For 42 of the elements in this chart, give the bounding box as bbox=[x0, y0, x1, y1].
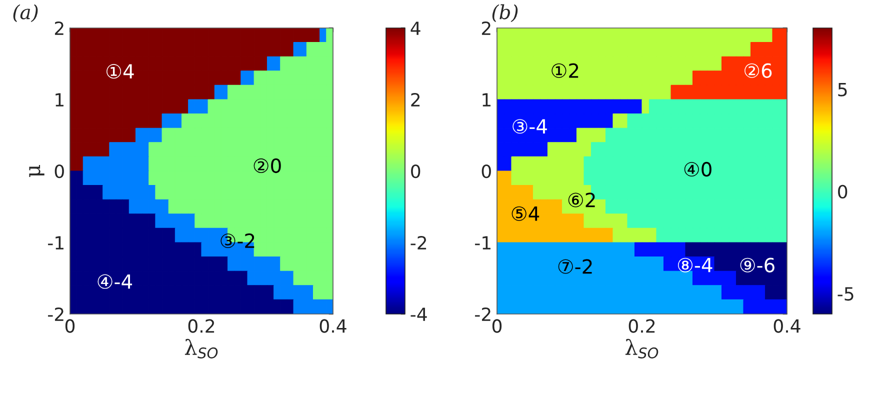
y-tick-label: 1 bbox=[56, 93, 64, 106]
annotation: ⑨-6 bbox=[740, 258, 774, 272]
x-axis-title: λ$_{SO}$ bbox=[184, 338, 218, 358]
chart-title: (b) bbox=[492, 4, 518, 22]
y-tick-label: -2 bbox=[48, 307, 64, 321]
x-tick-label: 0 bbox=[65, 319, 75, 333]
annotation: ②0 bbox=[254, 158, 281, 174]
x-tick-label: 0.4 bbox=[320, 319, 346, 333]
x-tick-label: 0.2 bbox=[628, 319, 655, 333]
y-tick-label: 0 bbox=[54, 164, 64, 178]
color-bar-label: -4 bbox=[410, 308, 427, 321]
annotation: ①2 bbox=[552, 63, 578, 78]
color-bar-label: 0 bbox=[838, 184, 848, 199]
annotation: ⑦-2 bbox=[558, 259, 592, 274]
x-tick-label: 0.2 bbox=[188, 319, 214, 333]
annotation: ③-2 bbox=[220, 233, 254, 248]
annotation: ⑤4 bbox=[512, 206, 540, 221]
color-bar-label: -2 bbox=[410, 236, 426, 250]
y-tick-label: -2 bbox=[475, 307, 490, 321]
annotation: ③-4 bbox=[512, 119, 547, 134]
color-bar-label: 2 bbox=[411, 92, 420, 106]
y-tick-label: -1 bbox=[475, 236, 490, 250]
y-tick-label: -1 bbox=[48, 236, 64, 250]
annotation: ④-4 bbox=[98, 274, 132, 289]
x-axis-title: λ$_{SO}$ bbox=[625, 338, 658, 358]
y-tick-label: 2 bbox=[54, 21, 64, 35]
x-tick-label: 0.4 bbox=[774, 319, 800, 333]
y-tick-label: 2 bbox=[482, 21, 490, 35]
chart-title: (a) bbox=[13, 4, 38, 22]
annotation: ②6 bbox=[744, 63, 772, 78]
y-tick-label: 0 bbox=[482, 164, 491, 178]
color-bar-label: -5 bbox=[838, 287, 854, 301]
annotation: ⑥2 bbox=[568, 192, 595, 208]
annotation: ⑧-4 bbox=[678, 258, 712, 272]
y-tick-label: 1 bbox=[482, 93, 490, 106]
x-tick-label: 0 bbox=[492, 319, 502, 333]
annotation: ①4 bbox=[106, 64, 134, 79]
color-bar-label: 5 bbox=[838, 82, 847, 96]
y-axis-title: μ bbox=[29, 164, 44, 178]
annotation: ④0 bbox=[684, 162, 712, 177]
color-bar-label: 4 bbox=[410, 22, 420, 35]
color-bar-label: 0 bbox=[411, 164, 420, 178]
